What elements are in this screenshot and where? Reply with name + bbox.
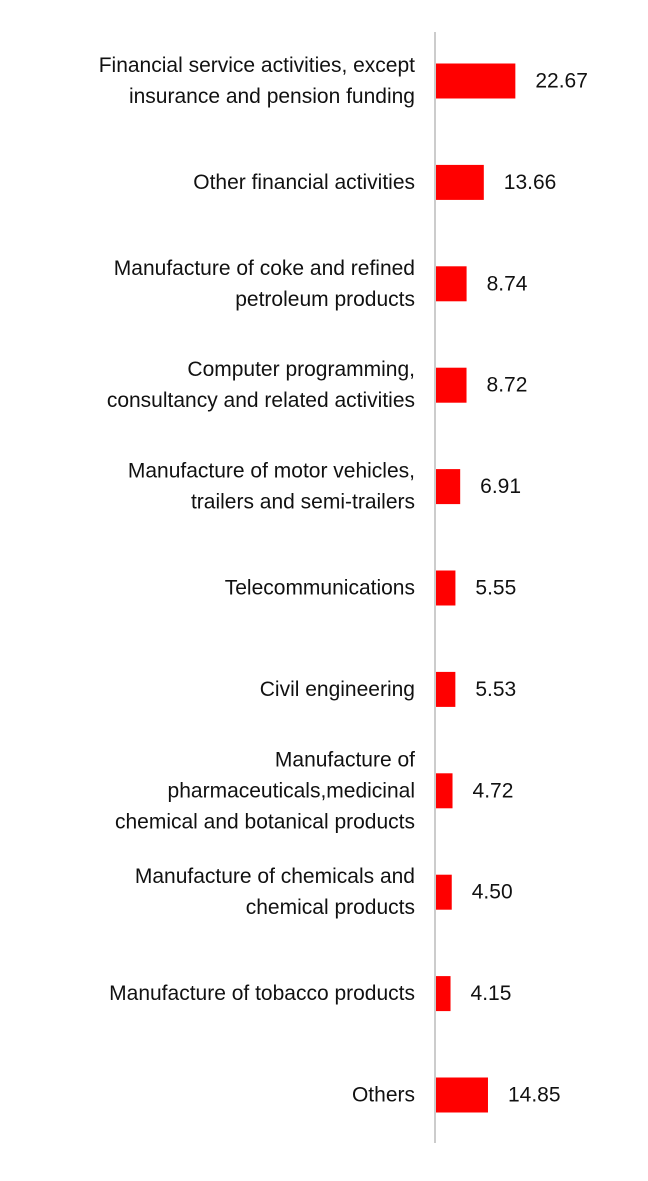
category-label-line: trailers and semi-trailers (191, 491, 415, 514)
value-label-3: 8.72 (487, 374, 528, 397)
category-label-4: Manufacture of motor vehicles, trailers a… (128, 460, 415, 514)
category-label-line: chemical and botanical products (115, 810, 415, 833)
bar-0 (436, 63, 516, 99)
category-label-line: Computer programming, (187, 358, 415, 381)
category-label-line: Manufacture of (275, 748, 415, 771)
category-label-10: Others (352, 1084, 415, 1107)
bar-8 (436, 874, 452, 910)
category-label-2: Manufacture of coke and refined petroleum… (114, 257, 415, 311)
category-label-line: consultancy and related activities (107, 389, 415, 412)
bar-2 (436, 266, 467, 302)
value-label-1: 13.66 (504, 171, 557, 194)
category-label-5: Telecommunications (225, 577, 415, 600)
value-label-7: 4.72 (473, 779, 514, 802)
category-label-7: Manufacture of pharmaceuticals,medicinal c… (115, 748, 415, 833)
category-label-line: insurance and pension funding (129, 85, 415, 108)
bar-5 (436, 570, 456, 606)
category-label-3: Computer programming, consultancy and rel… (107, 358, 415, 412)
category-label-6: Civil engineering (260, 678, 415, 701)
category-labels-layer: Financial service activities, except insu… (99, 54, 415, 1107)
bar-6 (436, 671, 456, 707)
bar-4 (436, 469, 461, 505)
value-label-2: 8.74 (487, 272, 528, 295)
category-label-line: Manufacture of coke and refined (114, 257, 415, 280)
value-label-8: 4.50 (472, 881, 513, 904)
bar-7 (436, 773, 453, 809)
category-label-9: Manufacture of tobacco products (109, 982, 415, 1005)
bar-3 (436, 367, 467, 403)
value-label-10: 14.85 (508, 1084, 561, 1107)
category-label-0: Financial service activities, except insu… (99, 54, 415, 108)
value-labels-layer: 22.67 13.66 8.74 8.72 6.91 5.55 5.53 4.72 4.50 4.… (471, 70, 588, 1107)
category-label-8: Manufacture of chemicals and chemical pro… (135, 865, 415, 919)
category-label-line: Manufacture of motor vehicles, (128, 460, 415, 483)
value-label-0: 22.67 (535, 70, 588, 93)
value-label-6: 5.53 (475, 678, 516, 701)
category-label-line: petroleum products (235, 288, 415, 311)
category-label-line: Others (352, 1084, 415, 1107)
value-label-4: 6.91 (480, 475, 521, 498)
category-label-line: Financial service activities, except (99, 54, 415, 77)
bar-9 (436, 976, 451, 1012)
category-label-line: Manufacture of tobacco products (109, 982, 415, 1005)
category-label-1: Other financial activities (193, 171, 415, 194)
category-label-line: Telecommunications (225, 577, 415, 600)
value-label-9: 4.15 (471, 982, 512, 1005)
bar-10 (436, 1077, 488, 1113)
category-label-line: Other financial activities (193, 171, 415, 194)
category-label-line: chemical products (246, 896, 415, 919)
bar-1 (436, 164, 484, 200)
bars-layer (436, 63, 516, 1113)
category-label-line: pharmaceuticals,medicinal (168, 779, 415, 802)
category-label-line: Civil engineering (260, 678, 415, 701)
value-label-5: 5.55 (475, 577, 516, 600)
category-label-line: Manufacture of chemicals and (135, 865, 415, 888)
